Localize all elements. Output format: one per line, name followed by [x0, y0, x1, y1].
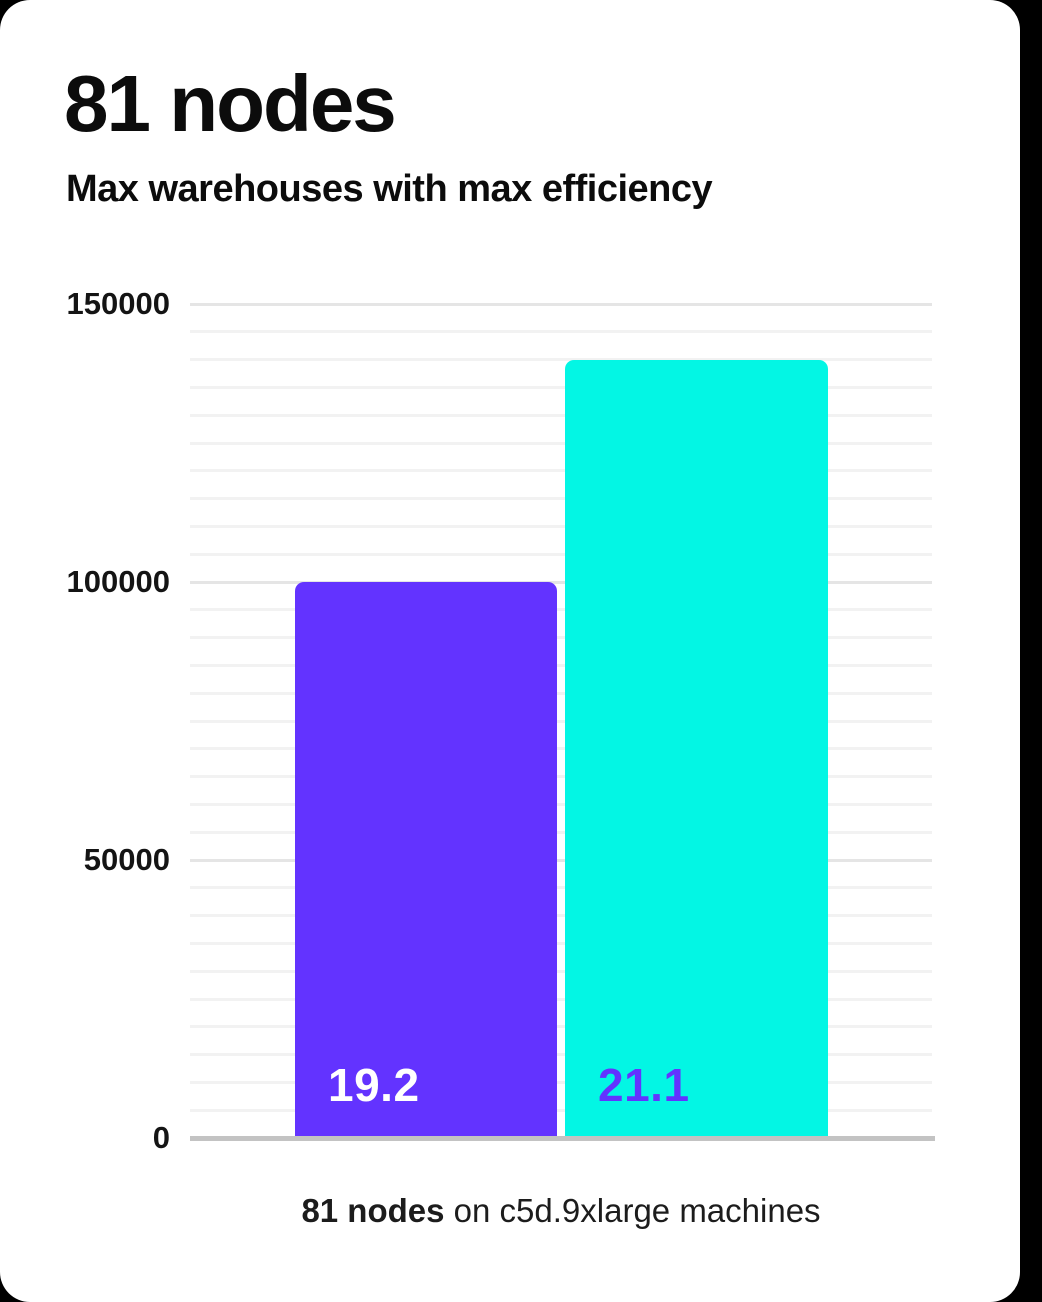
y-tick-label-150000: 150000	[66, 286, 170, 321]
bar-21.1: 21.1	[565, 359, 828, 1138]
x-axis-line	[190, 1136, 935, 1141]
chart-card: 81 nodes Max warehouses with max efficie…	[0, 0, 1020, 1302]
chart-subtitle: Max warehouses with max efficiency	[66, 168, 713, 210]
caption-bold-text: 81 nodes	[301, 1192, 445, 1229]
chart-caption: 81 nodes on c5d.9xlarge machines	[190, 1192, 932, 1230]
minor-gridline	[190, 997, 932, 1001]
minor-gridline	[190, 608, 932, 612]
minor-gridline	[190, 1025, 932, 1029]
minor-gridline	[190, 747, 932, 751]
minor-gridline	[190, 413, 932, 417]
minor-gridline	[190, 941, 932, 945]
bar-19.2: 19.2	[295, 582, 557, 1138]
plot-area: 19.2 21.1	[190, 302, 932, 1138]
caption-regular-text: on c5d.9xlarge machines	[444, 1192, 821, 1229]
minor-gridline	[190, 330, 932, 334]
minor-gridline	[190, 636, 932, 640]
minor-gridline	[190, 1108, 932, 1112]
minor-gridline	[190, 1080, 932, 1084]
minor-gridline	[190, 469, 932, 473]
minor-gridline	[190, 969, 932, 973]
minor-gridline	[190, 691, 932, 695]
y-tick-label-50000: 50000	[83, 842, 170, 877]
minor-gridline	[190, 886, 932, 890]
minor-gridline	[190, 802, 932, 806]
minor-gridline	[190, 385, 932, 389]
chart-title: 81 nodes	[64, 59, 397, 148]
y-tick-label-100000: 100000	[66, 564, 170, 599]
minor-gridline	[190, 663, 932, 667]
minor-gridline	[190, 524, 932, 528]
minor-gridline	[190, 497, 932, 501]
major-gridline	[190, 302, 932, 306]
bar-label-21.1: 21.1	[598, 1059, 690, 1111]
major-gridline	[190, 580, 932, 584]
minor-gridline	[190, 775, 932, 779]
minor-gridline	[190, 441, 932, 445]
bar-label-19.2: 19.2	[328, 1059, 420, 1111]
minor-gridline	[190, 719, 932, 723]
y-tick-label-0: 0	[152, 1120, 170, 1155]
minor-gridline	[190, 830, 932, 834]
minor-gridline	[190, 358, 932, 362]
minor-gridline	[190, 1053, 932, 1057]
minor-gridline	[190, 914, 932, 918]
major-gridline	[190, 858, 932, 862]
minor-gridline	[190, 552, 932, 556]
